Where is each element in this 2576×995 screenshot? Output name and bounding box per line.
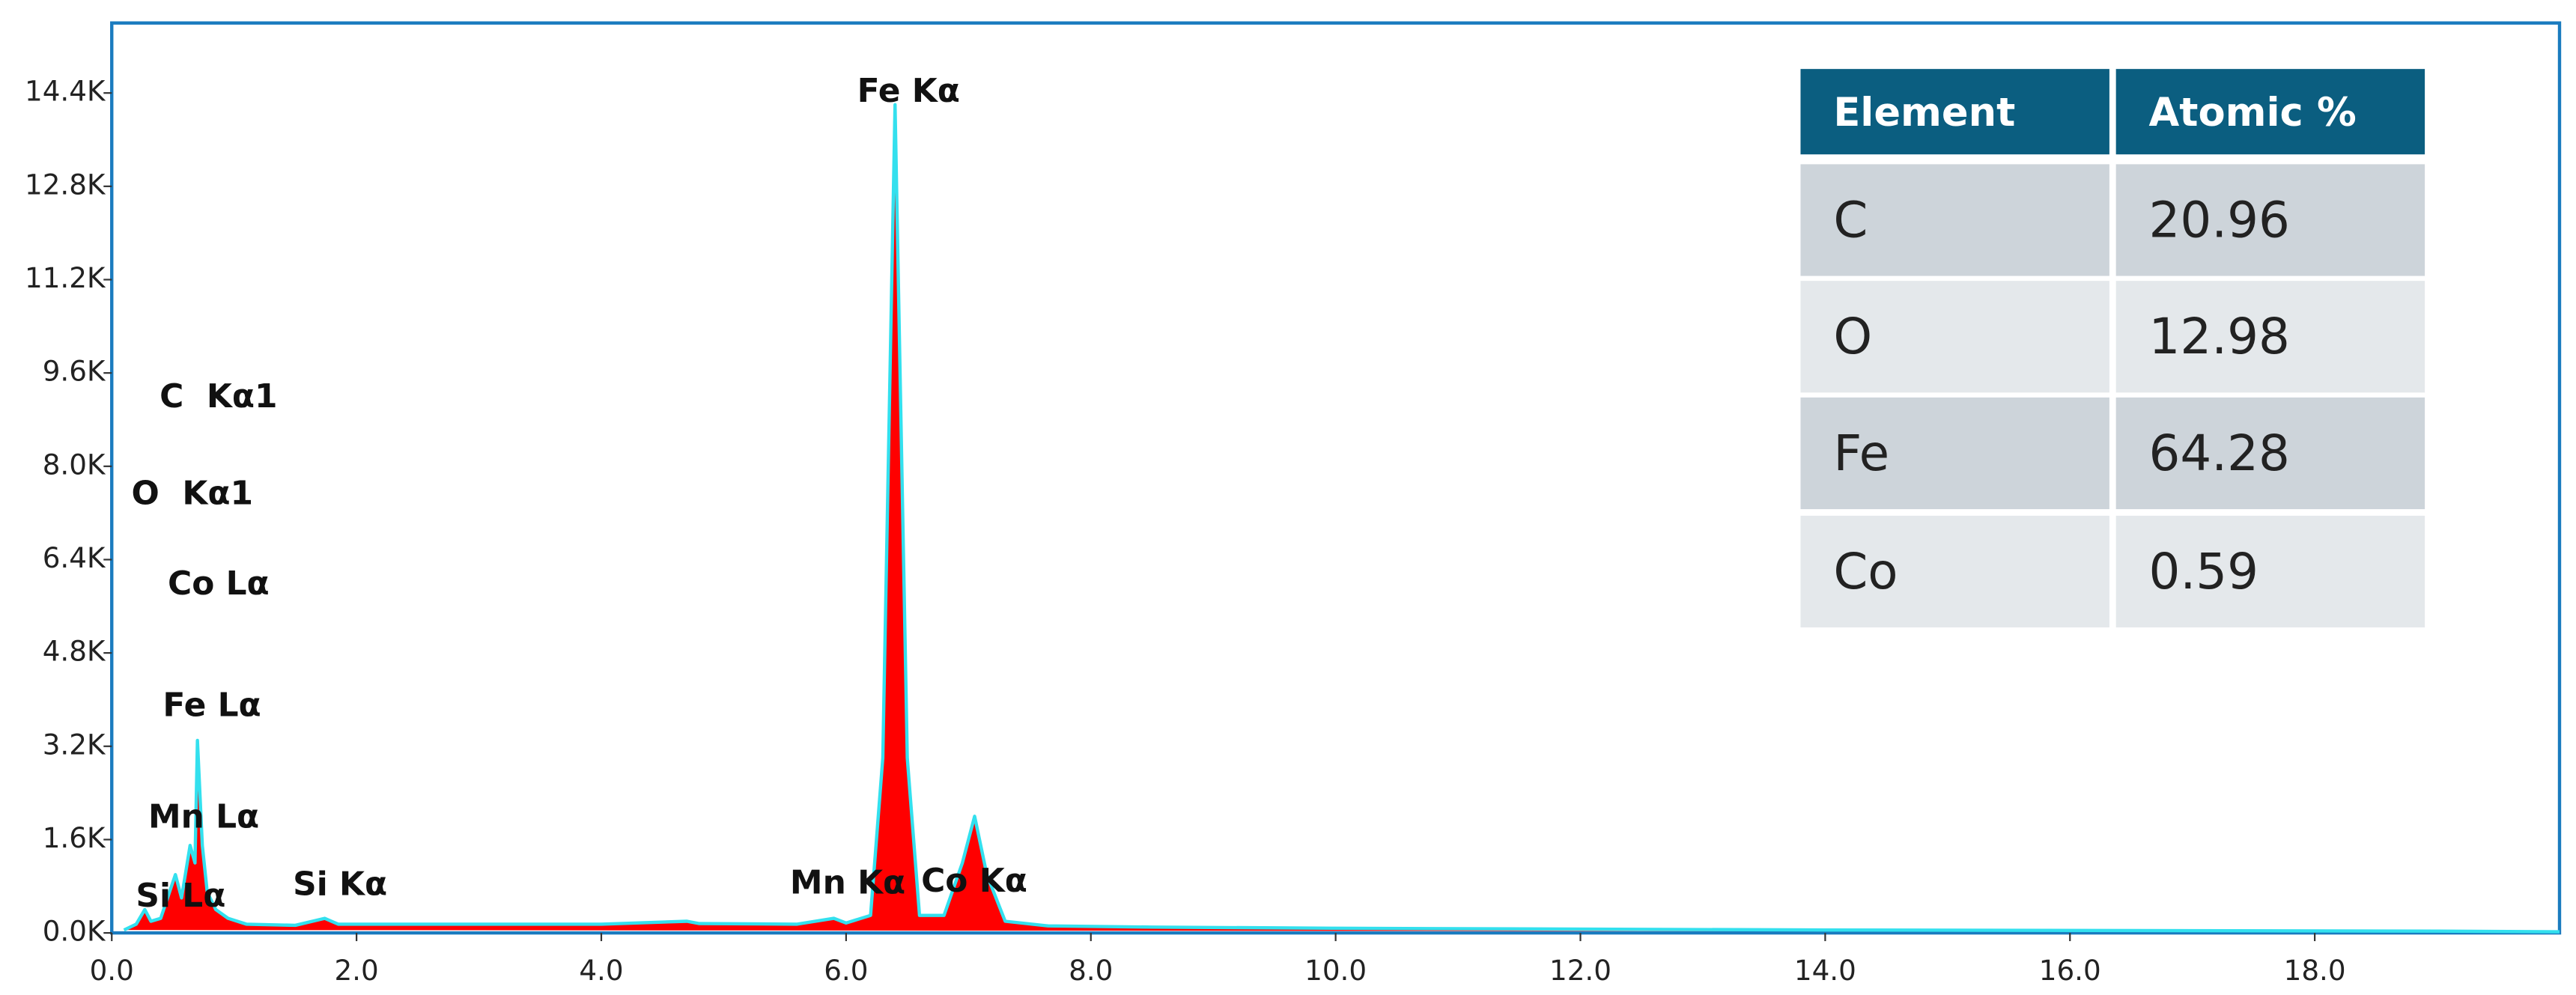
table-cell (1800, 515, 2109, 628)
spectrum (123, 103, 2560, 934)
table-cell-text: Co (1833, 543, 1898, 600)
y-tick-label: 3.2K (43, 728, 106, 761)
table-cell (2115, 164, 2425, 276)
x-tick-label: 18.0 (2284, 954, 2346, 987)
x-tick-label: 16.0 (2039, 954, 2101, 987)
table-cell-text: 0.59 (2149, 543, 2259, 600)
peak-label: Fe Kα (857, 72, 960, 110)
x-tick-label: 8.0 (1069, 954, 1113, 987)
table-header: Element (1833, 90, 2015, 136)
peak-label: Mn Kα (790, 863, 905, 901)
table-cell-text: Fe (1833, 425, 1889, 482)
x-tick-label: 10.0 (1304, 954, 1367, 987)
peak-label: Fe Lα (162, 686, 261, 724)
y-tick-label: 9.6K (43, 355, 106, 388)
peak-label: Si Kα (293, 865, 387, 904)
table-cell-text: 12.98 (2149, 308, 2290, 365)
x-tick-label: 12.0 (1549, 954, 1611, 987)
table-header-cell (2115, 69, 2425, 155)
table-cell (2115, 397, 2425, 510)
y-tick-label: 0.0K (43, 915, 106, 948)
table-cell (2115, 281, 2425, 393)
y-tick-label: 6.4K (43, 541, 106, 574)
peak-label: Mn Lα (148, 798, 259, 836)
y-tick-label: 4.8K (43, 635, 106, 668)
table-cell (1800, 397, 2109, 510)
table-cell-text: O (1833, 308, 1872, 365)
table-header: Atomic % (2149, 90, 2357, 136)
table-cell (2115, 515, 2425, 628)
y-tick-label: 8.0K (43, 448, 106, 481)
peak-label: C Kα1 (160, 377, 277, 416)
x-tick-label: 4.0 (579, 954, 623, 987)
y-tick-label: 14.4K (25, 75, 106, 108)
peak-label: Co Lα (168, 565, 270, 603)
table-cell-text: 20.96 (2149, 191, 2290, 249)
x-tick-label: 2.0 (334, 954, 378, 987)
peak-label: O Kα1 (132, 474, 253, 512)
table-cell (1800, 164, 2109, 276)
peak-label: Co Kα (921, 862, 1027, 900)
y-tick-label: 1.6K (43, 821, 106, 854)
y-tick-label: 12.8K (25, 168, 106, 201)
y-tick-label: 11.2K (25, 261, 106, 294)
table-cell-text: C (1833, 191, 1868, 249)
table-header-cell (1800, 69, 2109, 155)
table-cell-text: 64.28 (2149, 425, 2290, 482)
x-tick-label: 14.0 (1794, 954, 1856, 987)
peak-label: Si Lα (136, 877, 225, 915)
x-tick-label: 6.0 (824, 954, 868, 987)
x-tick-label: 0.0 (90, 954, 134, 987)
table-cell (1800, 281, 2109, 393)
